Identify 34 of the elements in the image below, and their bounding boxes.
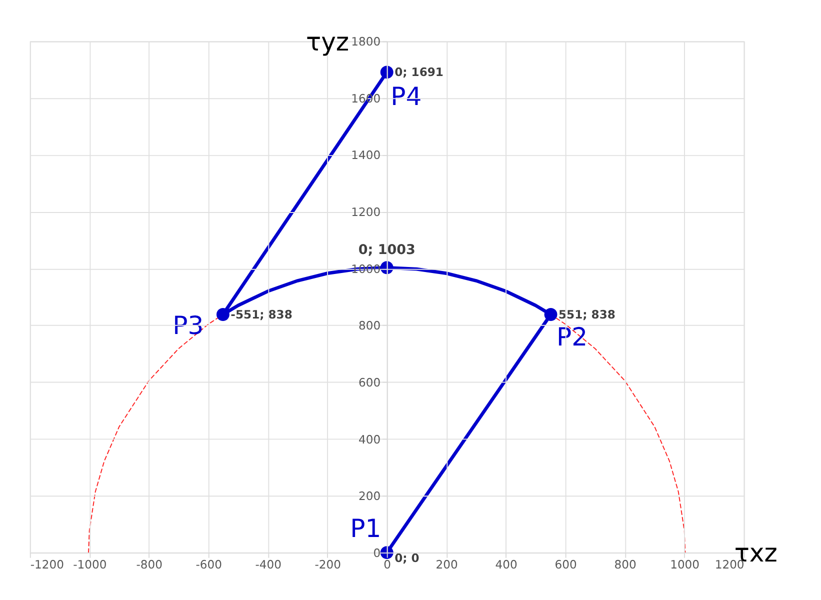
point xyxy=(216,308,230,321)
x-tick-label: 400 xyxy=(495,557,518,572)
y-tick-label: 0 xyxy=(373,546,381,560)
data-label: 0; 0 xyxy=(394,551,420,566)
x-tick-label: -200 xyxy=(314,557,341,572)
x-tick-label: 1000 xyxy=(670,557,700,572)
data-label: 0; 1003 xyxy=(358,242,416,258)
x-tick-label: -800 xyxy=(136,557,162,572)
y-tick-label: 1800 xyxy=(351,34,381,49)
y-axis-title: τyz xyxy=(306,27,350,56)
x-tick-label: -1000 xyxy=(73,557,107,572)
annotation: P3 xyxy=(172,310,204,340)
x-tick-label: -400 xyxy=(255,557,282,572)
y-tick-label: 600 xyxy=(358,375,381,390)
y-tick-label: 1400 xyxy=(351,148,381,162)
annotation: P4 xyxy=(390,82,422,111)
data-label: 0; 1691 xyxy=(394,65,444,80)
y-tick-label: 800 xyxy=(358,318,381,333)
annotation: P2 xyxy=(556,322,588,352)
data-label: 551; 838 xyxy=(558,307,616,322)
annotation: P1 xyxy=(350,514,382,544)
y-tick-label: 400 xyxy=(358,432,381,446)
x-tick-label: 0 xyxy=(384,557,392,572)
y-tick-label: 1200 xyxy=(351,205,381,220)
x-tick-label: 800 xyxy=(614,557,636,572)
y-tick-label: 1600 xyxy=(351,91,381,106)
x-tick-label: -600 xyxy=(196,557,222,572)
point xyxy=(380,66,394,79)
point xyxy=(544,308,558,321)
x-tick-label: -1200 xyxy=(30,557,64,572)
data-label: -551; 838 xyxy=(230,307,292,322)
y-tick-label: 200 xyxy=(358,489,381,504)
x-tick-label: 200 xyxy=(436,557,458,572)
x-tick-label: 600 xyxy=(554,557,577,572)
